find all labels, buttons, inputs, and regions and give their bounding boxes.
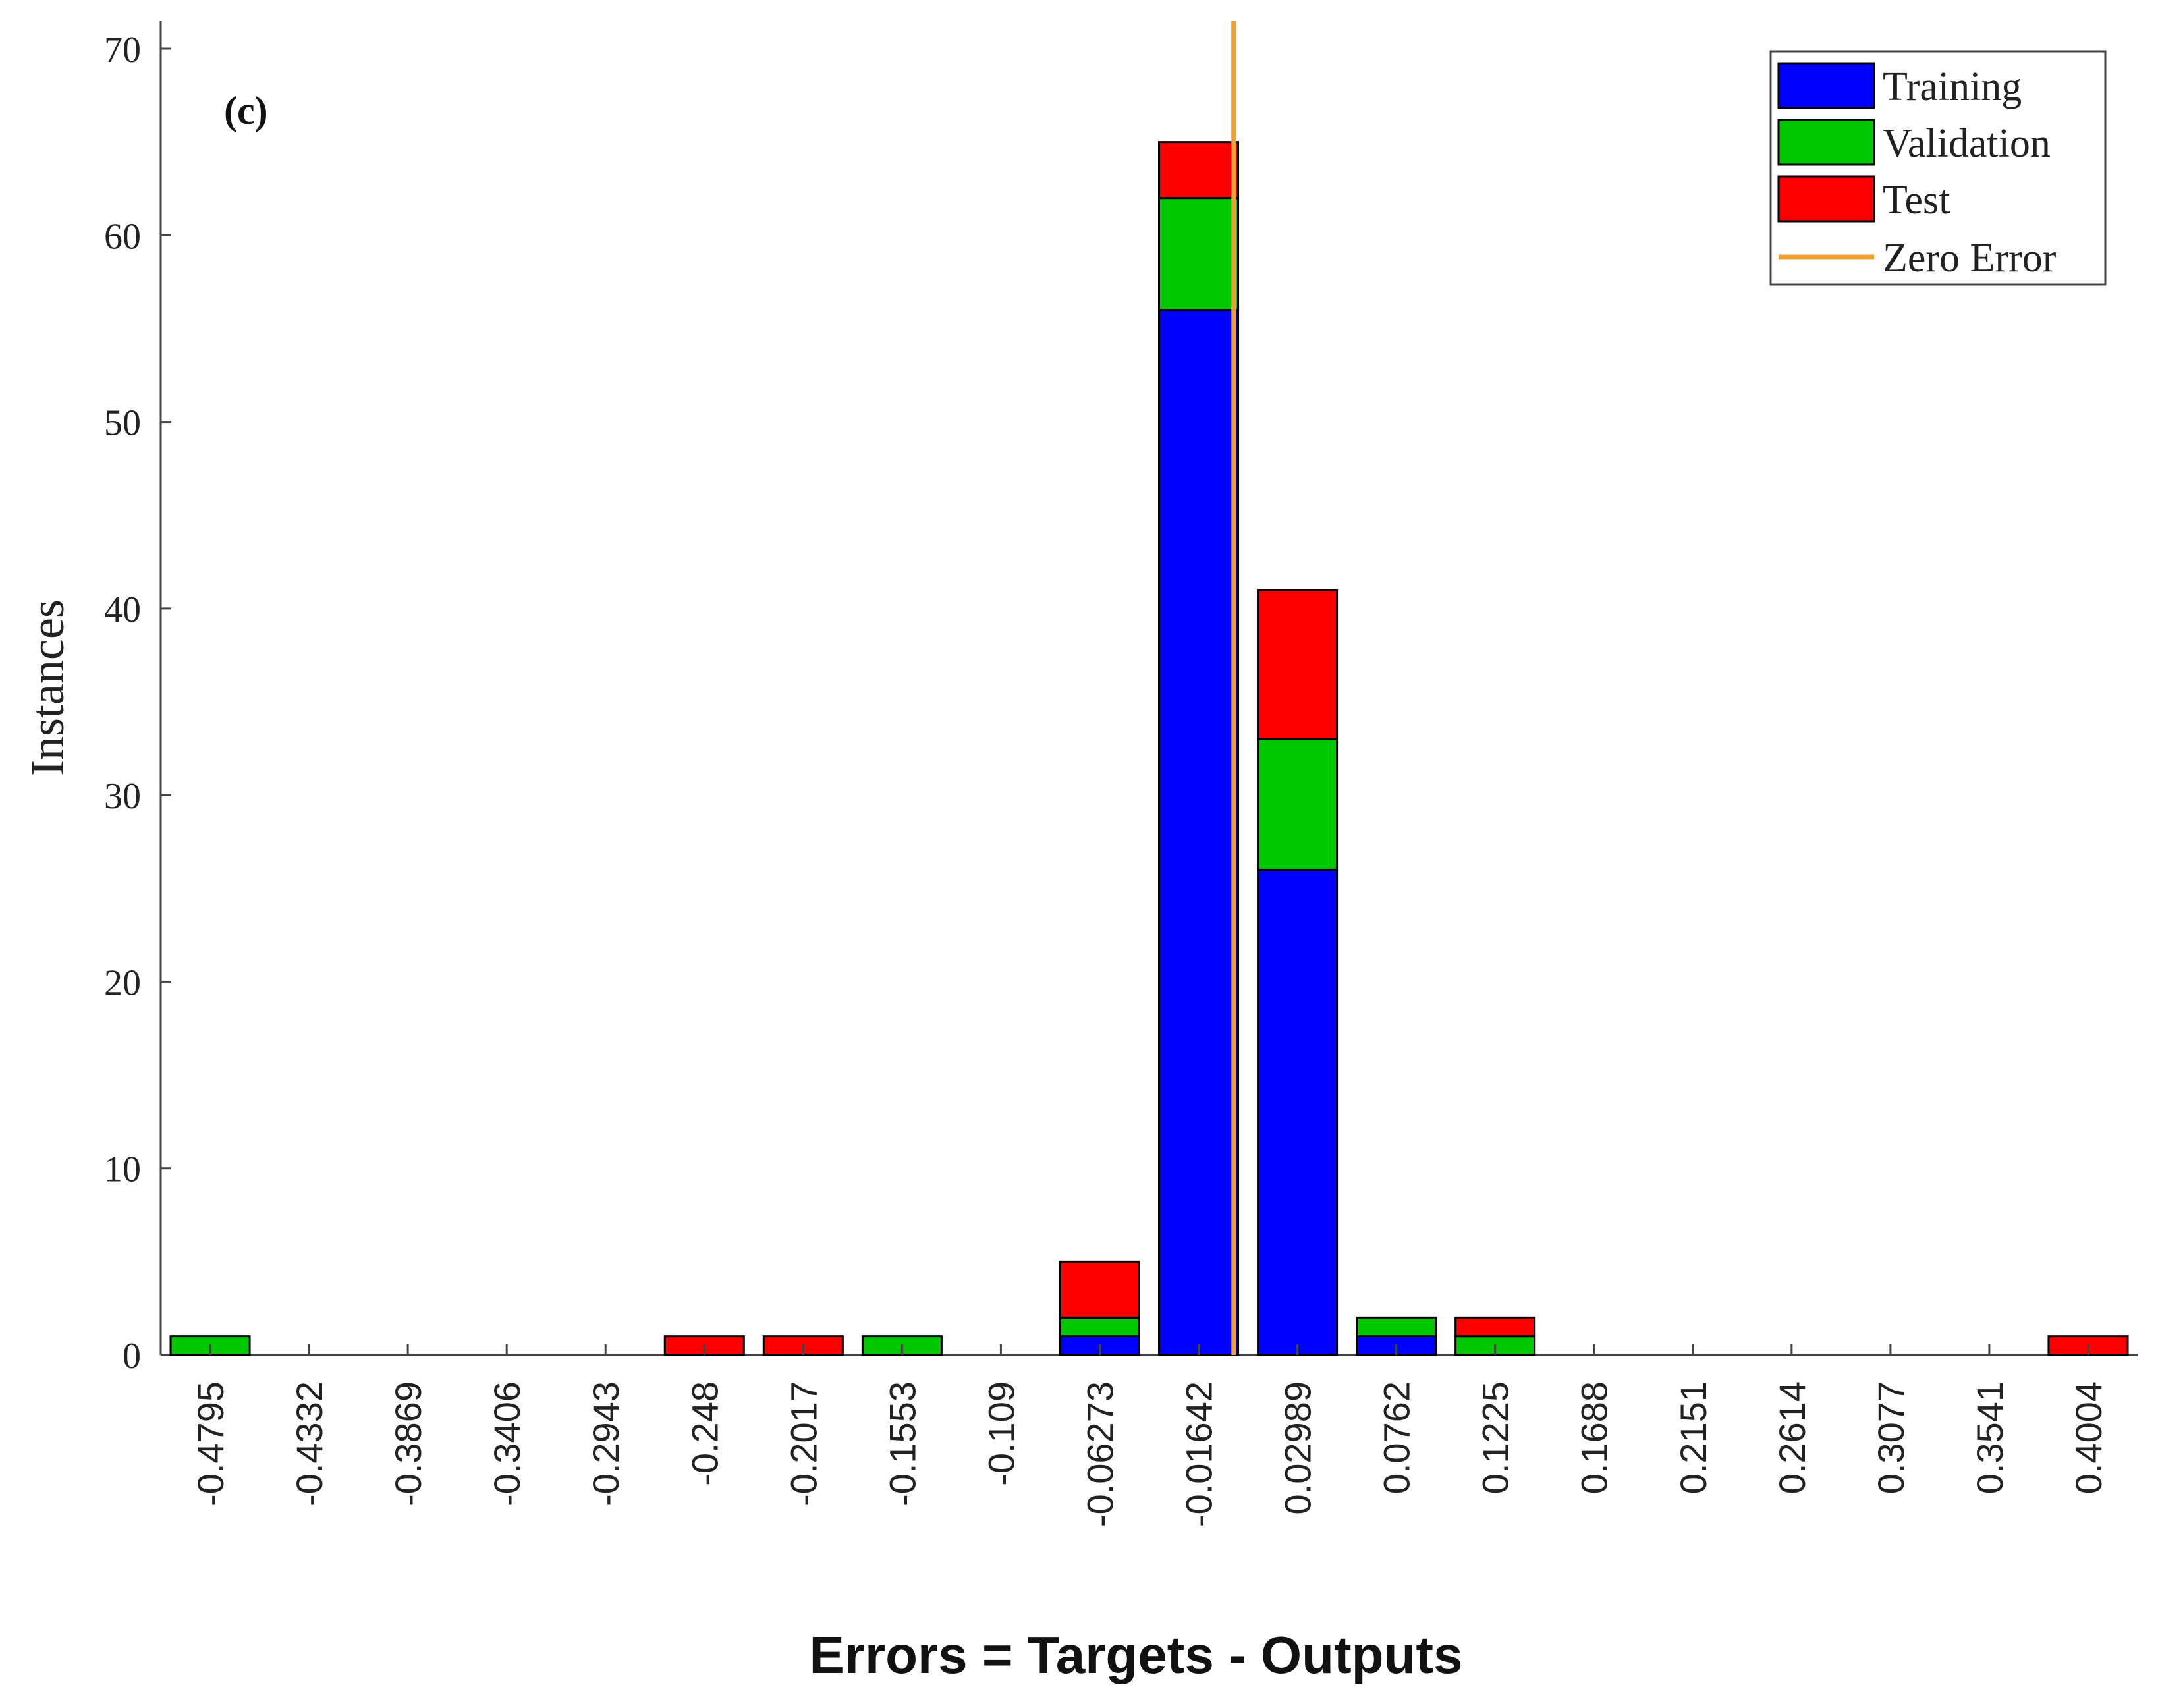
y-tick-label: 30 <box>104 776 141 817</box>
y-ticks: 0 10 20 30 40 50 60 70 <box>104 30 171 1377</box>
bar-segment-validation <box>1257 738 1339 871</box>
y-tick-label: 60 <box>104 216 141 257</box>
x-ticks: -0.4795 -0.4332 -0.3869 -0.3406 -0.2943 -0.24… <box>190 1344 2109 1527</box>
bar-segment-test <box>1059 1260 1140 1319</box>
bar-segment-validation <box>1356 1316 1437 1338</box>
legend: Training Validation Test Zero Error <box>1769 50 2107 286</box>
x-tick-label: -0.01642 <box>1178 1381 1220 1527</box>
x-tick-label: 0.1225 <box>1475 1381 1516 1494</box>
bars <box>169 141 2129 1356</box>
y-tick-label: 50 <box>104 403 141 444</box>
x-tick-label: -0.3869 <box>387 1381 429 1506</box>
y-tick-label: 20 <box>104 962 141 1003</box>
x-axis-title: Errors = Targets - Outputs <box>809 1626 1462 1684</box>
x-tick-label: 0.2151 <box>1673 1381 1714 1494</box>
y-tick-label: 40 <box>104 590 141 630</box>
bar-segment-validation <box>1059 1316 1140 1338</box>
x-tick-label: 0.0762 <box>1376 1381 1418 1494</box>
x-tick-label: 0.2614 <box>1771 1381 1813 1494</box>
x-tick-label: -0.1553 <box>881 1381 923 1506</box>
legend-label-zero-error: Zero Error <box>1883 236 2057 281</box>
y-tick-label: 70 <box>104 30 141 70</box>
legend-label-test: Test <box>1883 178 1950 223</box>
x-tick-label: -0.3406 <box>486 1381 528 1506</box>
x-tick-label: 0.1688 <box>1574 1381 1615 1494</box>
bar-segment-test <box>1454 1316 1536 1338</box>
x-tick-label: -0.2017 <box>783 1381 824 1506</box>
legend-item-validation: Validation <box>1777 119 2051 166</box>
legend-item-zero-error: Zero Error <box>1779 236 2057 281</box>
legend-item-test: Test <box>1777 175 1950 223</box>
legend-item-training: Training <box>1777 62 2022 109</box>
x-tick-label: -0.2943 <box>585 1381 626 1506</box>
x-tick-label: -0.4795 <box>190 1381 231 1506</box>
x-tick-label: 0.3541 <box>1969 1381 2010 1494</box>
legend-label-validation: Validation <box>1883 121 2051 166</box>
bar-segment-test <box>1158 141 1240 200</box>
legend-swatch-test <box>1777 175 1875 223</box>
bar-segment-validation <box>1158 197 1240 312</box>
bar-segment-training <box>1257 868 1339 1356</box>
x-tick-label: -0.4332 <box>289 1381 330 1506</box>
y-tick-label: 0 <box>123 1336 141 1377</box>
x-tick-label: -0.109 <box>980 1381 1022 1486</box>
axes-layer <box>159 21 2138 1356</box>
y-tick-label: 10 <box>104 1149 141 1190</box>
legend-label-training: Training <box>1883 65 2022 109</box>
panel-label: (c) <box>224 89 268 132</box>
x-tick-label: 0.3077 <box>1870 1381 1912 1494</box>
bar-segment-training <box>1158 309 1240 1356</box>
x-tick-label: -0.06273 <box>1079 1381 1120 1527</box>
bar-segment-test <box>1257 589 1339 740</box>
x-tick-label: -0.248 <box>684 1381 725 1486</box>
y-axis-title: Instances <box>21 599 74 776</box>
x-tick-label: 0.02989 <box>1277 1381 1319 1514</box>
x-tick-label: 0.4004 <box>2068 1381 2109 1494</box>
legend-swatch-validation <box>1777 119 1875 166</box>
legend-swatch-training <box>1777 62 1875 109</box>
